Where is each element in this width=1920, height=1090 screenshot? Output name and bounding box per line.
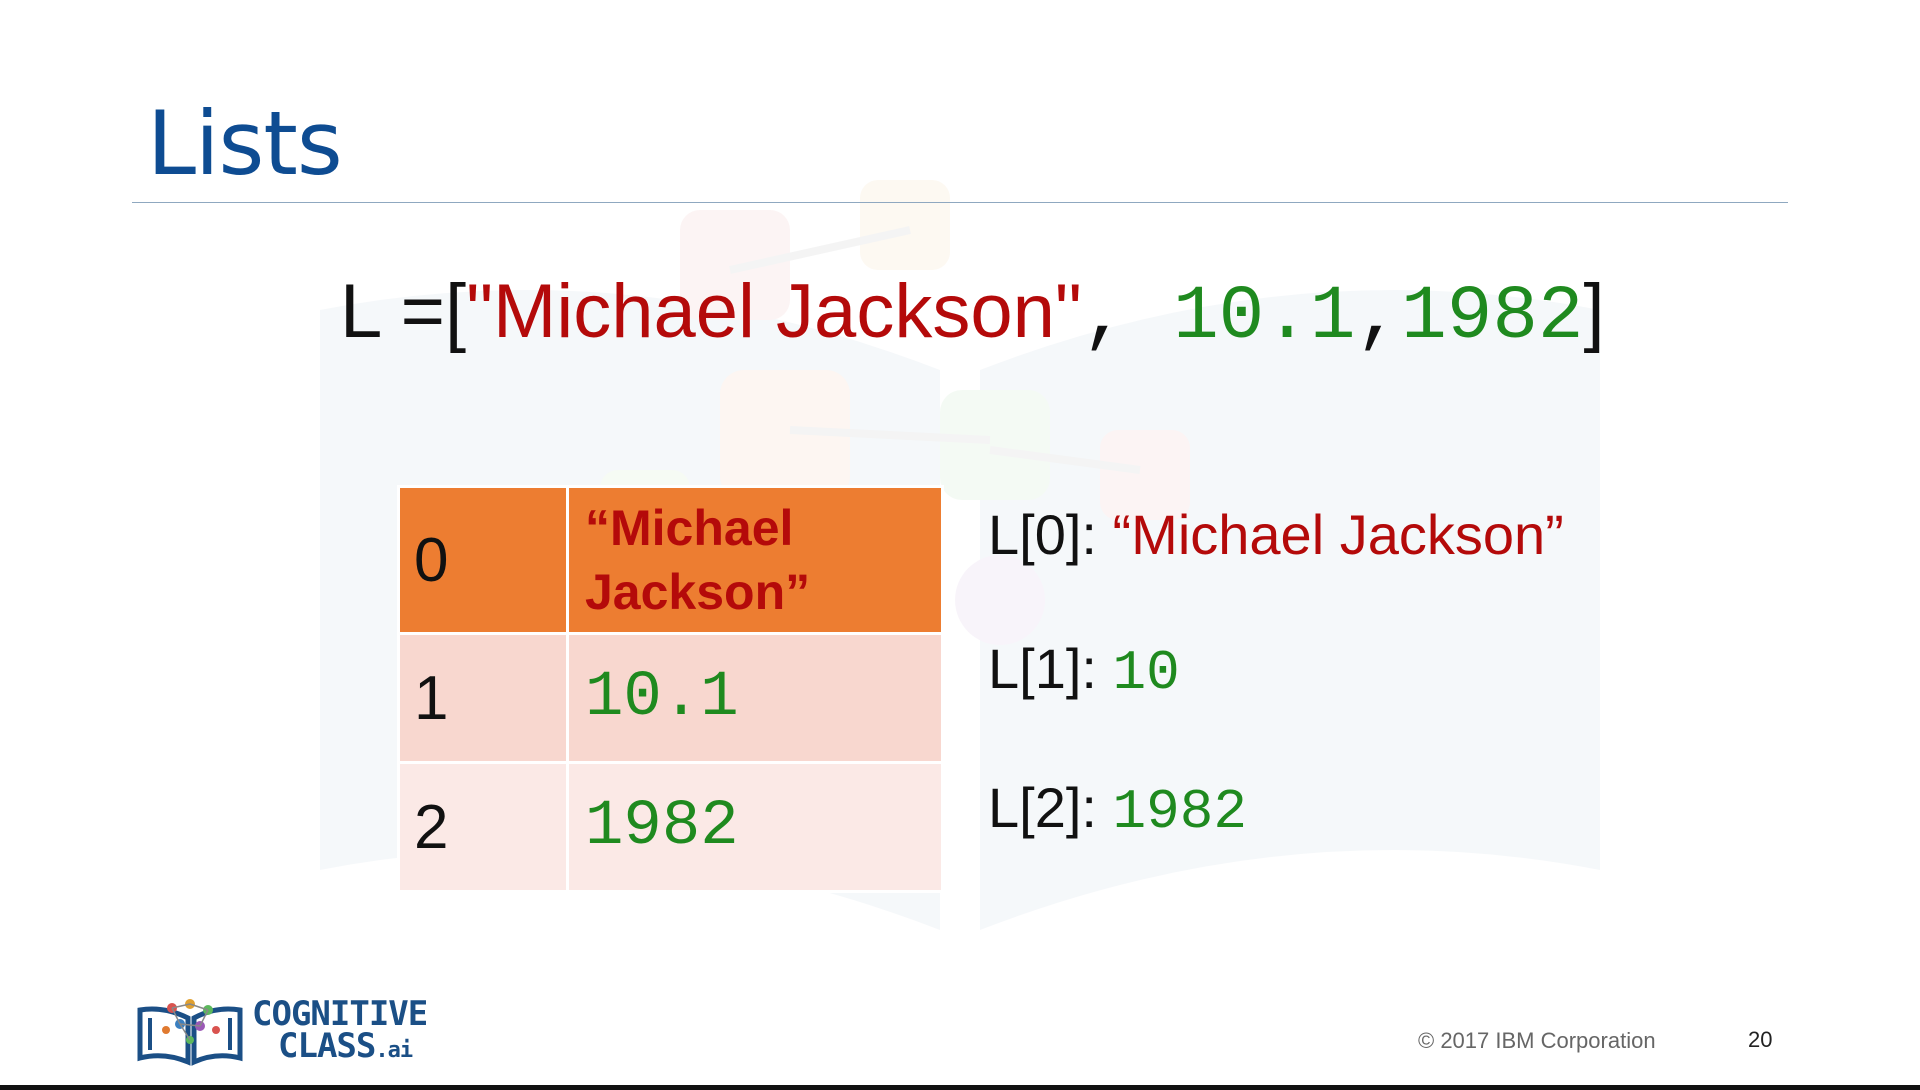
table-row: 0 “Michael Jackson” [397, 485, 944, 635]
value-cell: 1982 [566, 761, 944, 893]
slide-title: Lists [147, 92, 343, 195]
logo-wordmark: COGNITIVE CLASS.ai [252, 994, 428, 1067]
list-index-table: 0 “Michael Jackson” 1 10.1 2 1982 [397, 485, 944, 893]
code-float-literal: 10.1 [1173, 274, 1356, 360]
page-number: 20 [1748, 1027, 1773, 1052]
access-value: 1982 [1112, 780, 1247, 844]
bottom-border [0, 1085, 1920, 1090]
logo-suffix: .ai [375, 1038, 413, 1063]
book-network-icon [137, 999, 243, 1066]
value-cell: 10.1 [566, 632, 944, 764]
code-comma: , [1081, 274, 1174, 360]
title-divider [132, 202, 1788, 203]
cognitive-class-logo: COGNITIVE CLASS.ai [136, 996, 436, 1066]
access-label: L[2]: [988, 776, 1113, 839]
float-value: 10.1 [585, 662, 739, 734]
logo-line1: COGNITIVE [252, 994, 428, 1034]
string-value: “Michael Jackson” [585, 500, 811, 620]
access-label: L[0]: [988, 503, 1113, 566]
table-row: 1 10.1 [397, 632, 944, 764]
index-cell: 1 [397, 632, 569, 764]
code-close-bracket: ] [1583, 269, 1605, 354]
access-value: 10 [1112, 641, 1180, 705]
table-row: 2 1982 [397, 761, 944, 893]
code-variable: L [340, 269, 380, 354]
copyright-text: © 2017 IBM Corporation [1418, 1028, 1656, 1053]
access-label: L[1]: [988, 637, 1113, 700]
index-cell: 2 [397, 761, 569, 893]
logo-line2: CLASS.ai [252, 1029, 427, 1067]
int-value: 1982 [585, 791, 739, 863]
index-cell: 0 [397, 485, 569, 635]
logo-class: CLASS [278, 1026, 376, 1066]
code-comma: , [1355, 274, 1402, 360]
access-value: “Michael Jackson” [1112, 503, 1564, 566]
index-access-1: L[1]: 10 [988, 634, 1180, 708]
index-access-0: L[0]: “Michael Jackson” [988, 500, 1564, 571]
code-int-literal: 1982 [1401, 274, 1584, 360]
value-cell: “Michael Jackson” [566, 485, 944, 635]
code-assign: = [379, 269, 445, 354]
index-access-2: L[2]: 1982 [988, 773, 1247, 847]
code-string-literal: "Michael Jackson" [466, 269, 1082, 354]
list-assignment-code: L =["Michael Jackson", 10.1,1982] [340, 262, 1605, 362]
code-open-bracket: [ [444, 269, 467, 354]
